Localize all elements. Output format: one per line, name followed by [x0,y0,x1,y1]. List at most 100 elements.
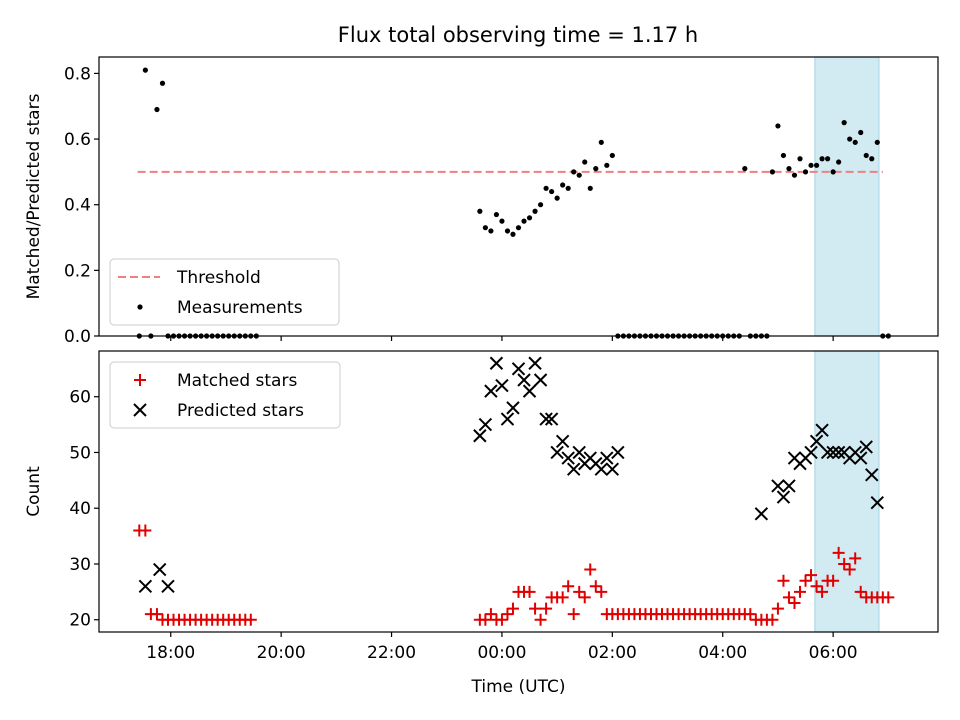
top-ytick-label: 0.4 [64,196,91,216]
measurement-point [786,166,792,172]
bottom-panel-counts: 20 30 40 50 60 18:00 20:00 22:00 00:00 02:00 04:00… [24,350,939,697]
matched-star-point [584,563,597,576]
matched-star-point [744,608,757,621]
legend-box [109,361,341,429]
predicted-star-point [517,373,531,387]
matched-star-point [788,597,801,610]
xtick-label: 04:00 [698,643,747,663]
predicted-star-point [478,417,493,432]
matched-star-point [595,585,608,598]
predicted-star-point [865,468,879,482]
predicted-star-point [138,579,153,593]
measurement-point [593,166,599,172]
matched-star-point [540,602,553,615]
measurement-point [830,169,836,175]
measurement-point [526,215,533,221]
bottom-legend: Matched stars Predicted stars [109,361,341,429]
predicted-star-point [495,378,509,393]
matched-star-point [556,591,569,604]
measurement-point [874,139,880,145]
measurement-point [499,218,505,224]
matched-star-point [573,585,586,598]
measurement-point [587,185,593,191]
matched-star-point [529,602,542,615]
measurement-point [515,225,522,231]
predicted-star-point [539,412,553,426]
measurement-point [571,169,577,175]
predicted-star-point [153,562,167,577]
legend-label: Measurements [177,298,303,318]
predicted-star-point [782,479,796,493]
predicted-star-point [804,445,818,460]
matched-star-point [827,574,840,587]
predicted-star-point [506,401,520,415]
measurement-point [582,159,588,165]
xtick-label: 22:00 [367,643,416,663]
measurement-point [797,156,803,162]
measurement-point [154,106,160,113]
matched-star-point [799,574,812,587]
measurement-point [869,156,875,162]
measurement-point [819,156,825,162]
xtick-label: 00:00 [477,643,526,663]
matched-star-point [849,552,862,565]
measurement-point [488,228,494,234]
bottom-highlight-band [814,350,880,633]
matched-star-point [816,585,829,598]
predicted-star-point [522,384,537,398]
xtick-label: 18:00 [146,643,195,663]
bottom-ytick-label: 40 [69,499,91,519]
measurement-point [482,225,488,231]
legend-box [109,258,340,326]
predicted-star-point [820,445,835,460]
measurement-point [609,152,615,159]
matched-star-point [782,591,795,604]
matched-star-point [805,569,818,582]
predicted-star-point [600,451,614,465]
top-ytick-label: 0.6 [64,130,91,150]
measurement-point [598,139,604,145]
legend-label: Threshold [176,268,261,288]
predicted-star-point [809,434,824,449]
xtick-label: 06:00 [809,643,858,663]
matched-star-point [244,613,257,626]
measurement-point [825,156,831,162]
measurement-point [576,172,582,178]
predicted-star-point [594,462,609,476]
measurement-point [543,185,549,191]
predicted-star-point [550,445,564,460]
measurement-point [791,172,798,178]
matched-star-point [567,608,580,621]
matched-star-point [832,546,845,559]
predicted-star-point [489,356,504,370]
matched-star-point [150,608,163,621]
matched-star-point [139,524,152,537]
measurement-point [847,136,853,142]
predicted-star-point [771,479,785,493]
matched-star-point [882,591,895,604]
matched-star-point [562,580,575,593]
matched-star-point [794,585,807,598]
xlabel: Time (UTC) [471,677,566,697]
matched-star-point [501,608,514,621]
measurement-point [532,208,538,214]
predicted-star-point [561,451,575,465]
measurement-point [477,208,483,214]
predicted-star-point [859,440,873,454]
xtick-label: 20:00 [257,643,306,663]
bottom-ytick-label: 50 [69,443,91,463]
matched-star-point [523,585,536,598]
measurement-point [841,120,847,126]
measurement-point [565,185,571,191]
top-ytick-label: 0.8 [64,64,91,84]
predicted-star-point [473,429,487,443]
predicted-star-point [528,356,542,370]
measurement-point [537,202,544,208]
bottom-axes-frame [98,350,939,633]
predicted-star-point [566,462,581,476]
predicted-star-point [533,373,548,387]
predicted-star-point [831,445,846,460]
chart-title: Flux total observing time = 1.17 h [338,23,698,47]
predicted-star-point [511,362,526,376]
